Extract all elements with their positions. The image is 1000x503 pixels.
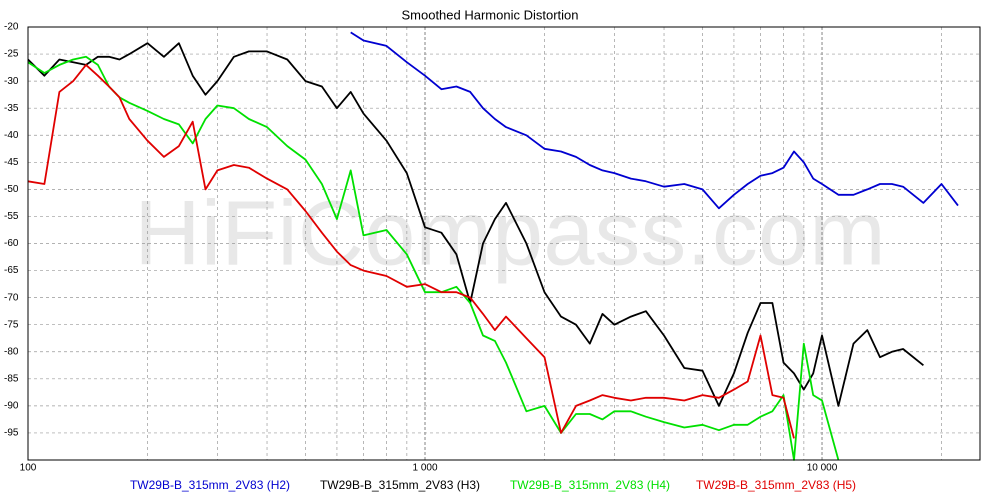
y-tick-label: -80	[4, 346, 19, 357]
y-tick-label: -50	[4, 184, 19, 195]
y-tick-label: -25	[4, 49, 19, 60]
plot-lines	[27, 31, 959, 461]
series-line	[27, 42, 924, 407]
legend-entry: TW29B-B_315mm_2V83 (H3)	[320, 478, 480, 492]
legend-entry: TW29B-B_315mm_2V83 (H4)	[510, 478, 670, 492]
y-tick-label: -40	[4, 130, 19, 141]
y-tick-label: -90	[4, 401, 19, 412]
y-tick-label: -45	[4, 157, 19, 168]
y-tick-label: -30	[4, 76, 19, 87]
watermark: HiFiCompass.com	[134, 182, 885, 284]
chart-title: Smoothed Harmonic Distortion	[401, 7, 578, 22]
y-tick-label: -85	[4, 373, 19, 384]
y-tick-label: -20	[4, 22, 19, 33]
x-tick-label: 1 000	[412, 463, 437, 474]
y-tick-label: -70	[4, 292, 19, 303]
plot-frame	[27, 26, 981, 461]
y-tick-label: -65	[4, 265, 19, 276]
grid	[27, 26, 980, 460]
x-tick-label: 10 000	[807, 463, 838, 474]
y-tick-label: -35	[4, 103, 19, 114]
x-tick-label: 100	[20, 463, 37, 474]
y-tick-label: -75	[4, 319, 19, 330]
series-line	[350, 31, 959, 210]
legend-entry: TW29B-B_315mm_2V83 (H5)	[696, 478, 856, 492]
legend-entry: TW29B-B_315mm_2V83 (H2)	[130, 478, 290, 492]
series-line	[27, 64, 795, 439]
y-tick-label: -95	[4, 428, 19, 439]
y-tick-label: -60	[4, 238, 19, 249]
y-tick-label: -55	[4, 211, 19, 222]
series-line	[27, 55, 840, 461]
